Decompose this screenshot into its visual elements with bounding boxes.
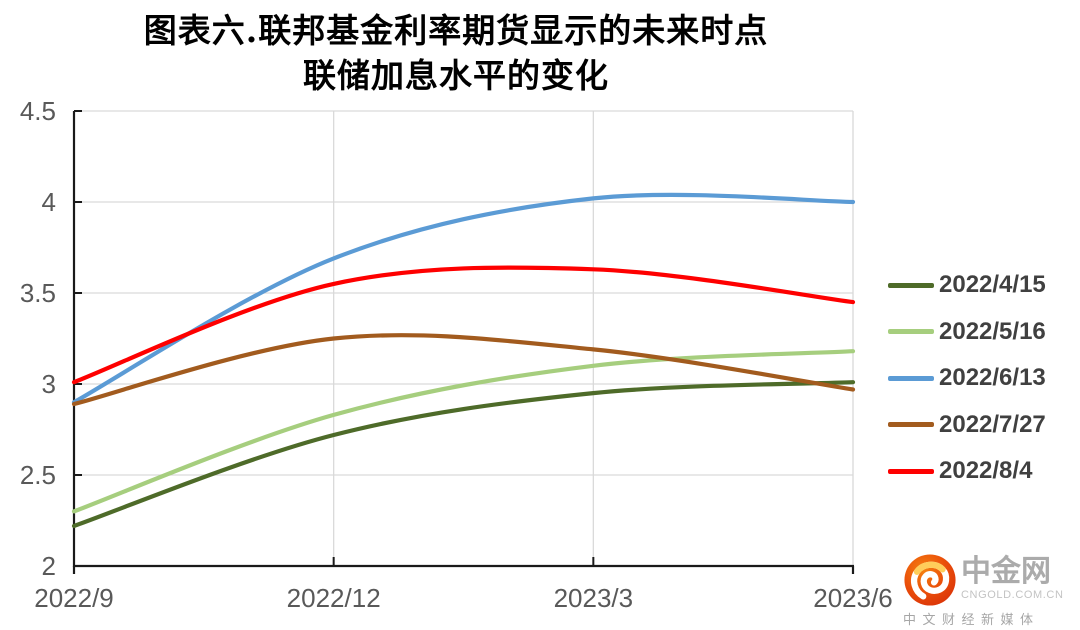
legend-swatch <box>888 329 934 335</box>
chart-title-line2: 联储加息水平的变化 <box>303 56 609 95</box>
chart-title-line1: 图表六.联邦基金利率期货显示的未来时点 <box>143 11 769 50</box>
legend-item-2022/7/27: 2022/7/27 <box>888 402 1046 449</box>
y-tick-label: 4 <box>42 187 56 217</box>
x-tick-label: 2022/12 <box>287 583 381 613</box>
series-line-2022/8/4 <box>71 265 856 385</box>
legend-label: 2022/7/27 <box>939 410 1046 438</box>
x-tick-label: 2023/6 <box>813 583 893 613</box>
legend-item-2022/6/13: 2022/6/13 <box>888 355 1046 402</box>
brand-domain: CNGOLD.COM.CN <box>961 589 1064 601</box>
legend-swatch <box>888 375 934 381</box>
legend-item-2022/4/15: 2022/4/15 <box>888 262 1046 309</box>
chart-legend: 2022/4/15 2022/5/16 2022/6/13 2022/7/27 2022… <box>888 262 1046 495</box>
legend-label: 2022/6/13 <box>939 364 1046 392</box>
legend-item-2022/5/16: 2022/5/16 <box>888 309 1046 356</box>
chart-title: 图表六.联邦基金利率期货显示的未来时点 联储加息水平的变化 <box>0 8 912 98</box>
legend-label: 2022/4/15 <box>939 271 1046 299</box>
legend-label: 2022/5/16 <box>939 317 1046 345</box>
legend-swatch <box>888 422 934 428</box>
y-tick-label: 3.5 <box>20 278 56 308</box>
cngold-watermark: 中金网 CNGOLD.COM.CN 中文财经新媒体 <box>903 553 1073 628</box>
legend-item-2022/8/4: 2022/8/4 <box>888 448 1046 495</box>
y-tick-label: 2 <box>42 551 56 581</box>
x-tick-label: 2023/3 <box>554 583 634 613</box>
legend-swatch <box>888 282 934 288</box>
series-line-2022/5/16 <box>71 349 856 514</box>
y-tick-label: 3 <box>42 369 56 399</box>
series-line-2022/7/27 <box>71 333 856 407</box>
legend-swatch <box>888 468 934 474</box>
series-line-2022/4/15 <box>71 380 856 529</box>
brand-name: 中金网 <box>961 555 1051 588</box>
y-tick-label: 2.5 <box>20 460 56 490</box>
legend-label: 2022/8/4 <box>939 457 1033 485</box>
y-tick-label: 4.5 <box>20 96 56 126</box>
cngold-swirl-icon <box>903 553 957 607</box>
brand-tagline: 中文财经新媒体 <box>903 612 1040 627</box>
x-tick-label: 2022/9 <box>34 583 114 613</box>
